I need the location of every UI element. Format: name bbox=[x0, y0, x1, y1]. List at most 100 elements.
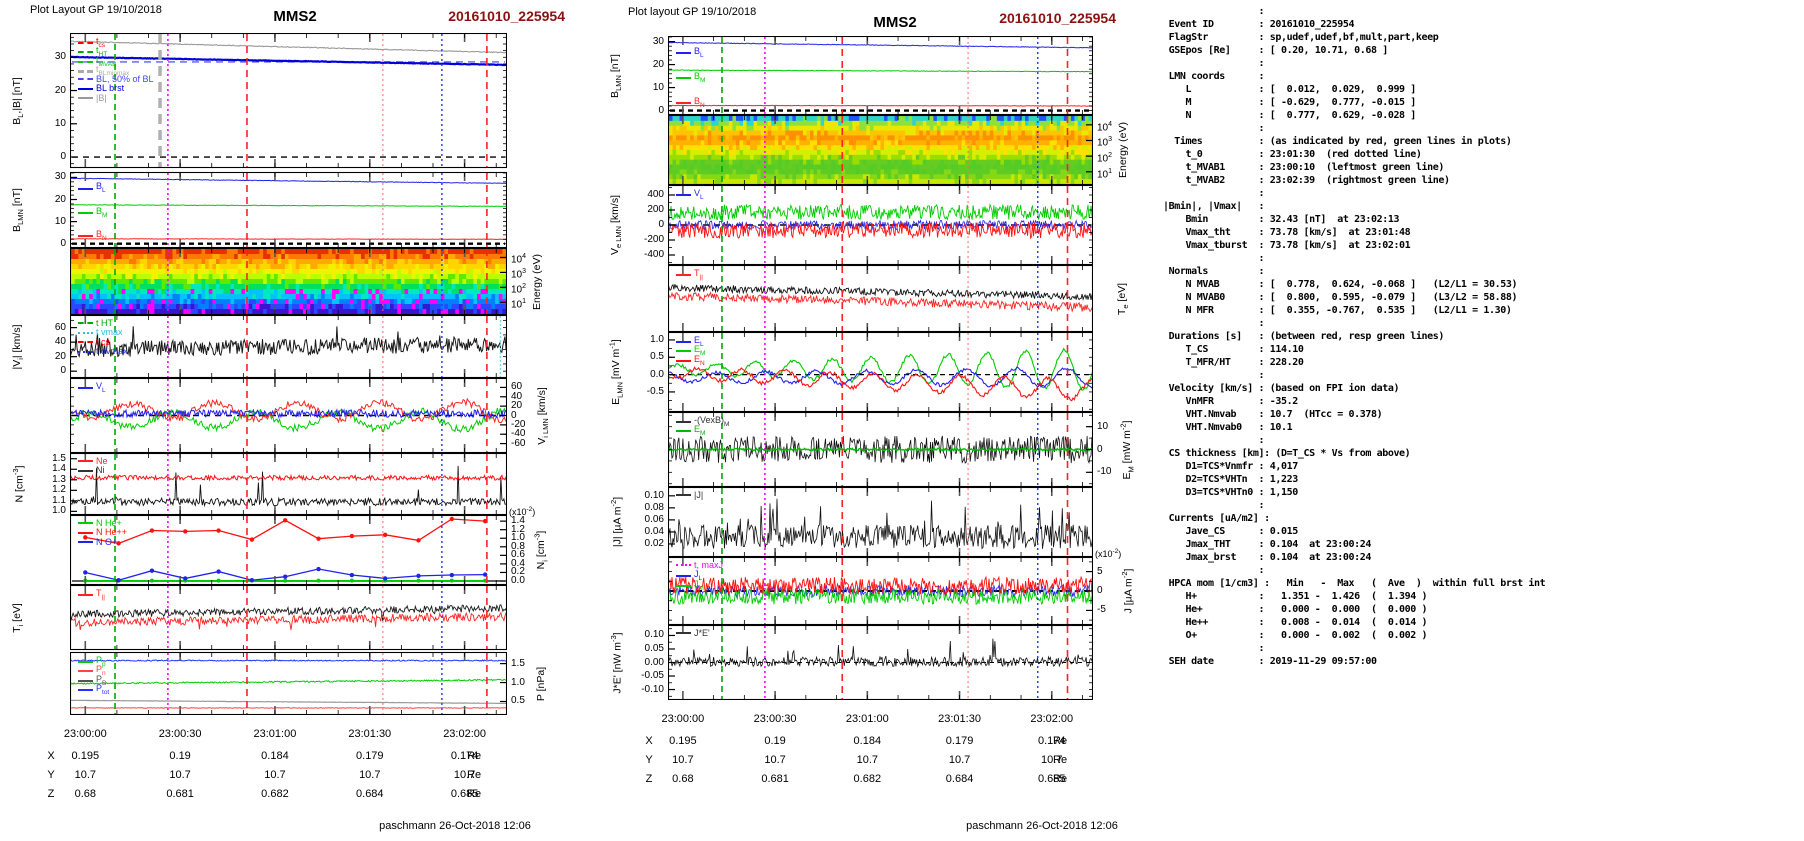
ephemeris-value: 0.184 bbox=[261, 750, 289, 762]
legend-item: t dvmax bbox=[78, 347, 128, 356]
legend-item: EN bbox=[676, 354, 705, 368]
middle-layout-label: Plot layout GP 19/10/2018 bbox=[628, 6, 757, 18]
y-tick-label: 0.06 bbox=[644, 513, 664, 525]
y-tick-label: 0.8 bbox=[511, 540, 525, 552]
y-tick-label: 1.5 bbox=[511, 657, 525, 669]
ephemeris-value: 0.684 bbox=[945, 773, 974, 785]
ephemeris-unit: Re bbox=[467, 750, 482, 762]
legend-item: JM bbox=[676, 579, 704, 593]
ephemeris-value: 0.68 bbox=[672, 773, 694, 785]
legend-item: EL bbox=[676, 335, 704, 349]
y-tick-label: 60 bbox=[511, 381, 523, 393]
y-tick-label: 103 bbox=[1097, 136, 1113, 149]
left-event-id: 20161010_225954 bbox=[448, 8, 565, 24]
y-tick-label: 104 bbox=[511, 253, 527, 266]
y-tick-label: 0.10 bbox=[644, 629, 664, 641]
y-tick-label: -0.05 bbox=[641, 670, 664, 682]
ephemeris-value: 0.684 bbox=[356, 788, 384, 800]
legend-item: t cs bbox=[78, 337, 110, 347]
y-tick-label: 0.4 bbox=[511, 557, 525, 569]
ephemeris-row-label: Z bbox=[645, 773, 653, 785]
y-tick-label: 40 bbox=[54, 336, 66, 348]
panel-j-lmn bbox=[668, 556, 1093, 626]
legend-item: BN bbox=[676, 96, 705, 110]
y-tick-label: 102 bbox=[1097, 152, 1113, 165]
legend-item: EM bbox=[676, 345, 705, 358]
y-axis-label: |Vi| [km/s] bbox=[10, 323, 26, 370]
y-tick-label: 0 bbox=[511, 409, 517, 421]
panel-n-density bbox=[70, 452, 507, 516]
panel-blmn-mid bbox=[668, 36, 1093, 116]
legend-item: T|| bbox=[676, 268, 703, 282]
y-tick-label: 1.4 bbox=[511, 515, 525, 527]
y-tick-label: 20 bbox=[54, 84, 66, 96]
panel-ti bbox=[70, 584, 507, 651]
y-tick-label: 40 bbox=[511, 390, 523, 402]
legend-item: t, maxJ bbox=[676, 560, 723, 570]
ephemeris-value: 0.184 bbox=[853, 735, 882, 747]
y-tick-label: 1.0 bbox=[511, 676, 525, 688]
ephemeris-value: 10.7 bbox=[359, 769, 381, 781]
legend-item: tBLminmax bbox=[78, 65, 129, 78]
y-tick-label: 0 bbox=[1097, 585, 1103, 596]
ephemeris-row-label: Y bbox=[645, 754, 653, 766]
y-tick-label: 0.10 bbox=[644, 489, 664, 501]
time-tick-label: 23:00:00 bbox=[661, 713, 705, 725]
y-tick-label: 20 bbox=[511, 400, 523, 412]
y-tick-label: 200 bbox=[647, 204, 664, 215]
y-axis-label: Ve LMN [km/s] bbox=[608, 194, 624, 256]
ephemeris-value: 0.195 bbox=[71, 750, 100, 762]
left-plot-block: 30 20 10 0 BL,|B| [nT] tcs tHT tMVAB tBLminmax BL… bbox=[11, 33, 550, 835]
time-tick-label: 23:01:30 bbox=[938, 713, 981, 725]
ephemeris-value: 0.681 bbox=[166, 788, 194, 800]
panel-e-lmn bbox=[668, 331, 1093, 413]
legend-item: tMVAB bbox=[78, 55, 116, 69]
ephemeris-value: 0.179 bbox=[356, 750, 384, 762]
ephemeris-value: 10.7 bbox=[856, 754, 879, 766]
ephemeris-value: 10.7 bbox=[453, 769, 476, 781]
legend-item: VL bbox=[676, 188, 704, 202]
y-tick-label: 1.0 bbox=[511, 532, 525, 544]
ephemeris-value: 0.68 bbox=[74, 788, 96, 800]
middle-title: MMS2 bbox=[873, 14, 917, 31]
ephemeris-value: 10.7 bbox=[672, 754, 694, 766]
legend-item: Ne bbox=[78, 456, 108, 466]
legend-item: T|| bbox=[78, 588, 105, 602]
y-tick-label: 1.0 bbox=[52, 505, 66, 517]
panel-jmag bbox=[668, 486, 1093, 558]
ephemeris-value: 10.7 bbox=[74, 769, 96, 781]
time-tick-label: 23:00:00 bbox=[63, 728, 107, 740]
middle-block-svg bbox=[668, 36, 1093, 700]
legend-item: BL bbox=[78, 182, 106, 195]
time-tick-label: 23:01:00 bbox=[253, 728, 297, 740]
y-tick-label: -400 bbox=[643, 249, 664, 260]
legend-item: tcs bbox=[78, 36, 105, 50]
y-tick-label: 10 bbox=[54, 117, 66, 129]
panel-vi-lmn bbox=[70, 377, 507, 454]
panel-jdote bbox=[668, 624, 1093, 700]
left-block-svg bbox=[70, 33, 507, 715]
legend-item: Pp bbox=[78, 655, 106, 669]
y-axis-label: BL,|B| [nT] bbox=[10, 76, 26, 125]
axis-scale-label: (x10-2) bbox=[509, 506, 536, 517]
legend-item: BL brst bbox=[78, 84, 124, 93]
ephemeris-value: 10.7 bbox=[948, 754, 971, 766]
y-tick-label: 103 bbox=[511, 268, 527, 281]
time-tick-label: 23:01:30 bbox=[348, 728, 392, 740]
panel-ion-spectrogram bbox=[70, 247, 507, 316]
y-axis-label: BLMN [nT] bbox=[10, 188, 26, 232]
panel-electron-spectrogram bbox=[668, 114, 1093, 186]
time-tick-label: 23:00:30 bbox=[158, 728, 202, 740]
ephemeris-row-label: Z bbox=[47, 788, 55, 800]
ephemeris-value: 10.7 bbox=[169, 769, 191, 781]
axis-scale-label: (x10-2) bbox=[1095, 548, 1122, 559]
panel-vi-mag bbox=[70, 314, 507, 379]
y-tick-label: 0 bbox=[60, 237, 66, 249]
y-tick-label: 0.00 bbox=[644, 656, 664, 668]
ephemeris-value: 0.682 bbox=[853, 773, 882, 785]
y-tick-label: -40 bbox=[511, 428, 526, 440]
legend-item: BL bbox=[676, 46, 704, 60]
panel-pressure bbox=[70, 651, 507, 715]
y-tick-label: 0.0 bbox=[650, 368, 664, 380]
ephemeris-unit: Re bbox=[467, 788, 482, 800]
